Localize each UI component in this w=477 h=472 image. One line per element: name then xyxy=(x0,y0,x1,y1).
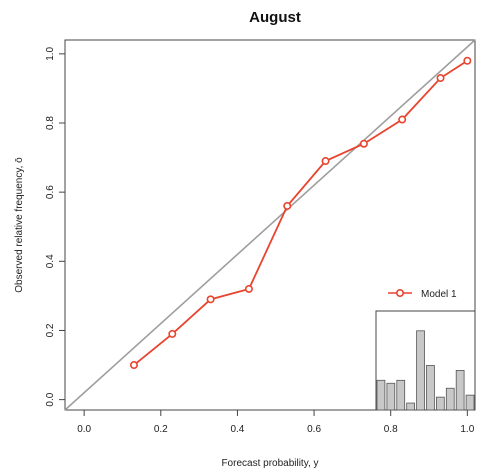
legend-label-model-1: Model 1 xyxy=(421,289,457,300)
y-tick-label: 0.2 xyxy=(45,323,56,337)
x-axis-label: Forecast probability, y xyxy=(221,458,318,469)
x-tick-label: 0.4 xyxy=(230,424,244,435)
reference-diagonal-line xyxy=(64,39,476,411)
x-tick-label: 1.0 xyxy=(460,424,474,435)
inset-histogram-bar xyxy=(465,394,475,411)
y-tick-label: 0.8 xyxy=(45,116,56,130)
x-axis: 0.0 0.2 0.4 0.6 0.8 1.0 xyxy=(77,410,475,435)
inset-histogram-bar xyxy=(435,396,445,411)
y-tick-label: 1.0 xyxy=(45,46,56,60)
y-axis: 0.0 0.2 0.4 0.6 0.8 1.0 xyxy=(45,46,65,407)
inset-histogram-bar xyxy=(426,365,435,411)
inset-histogram-bar xyxy=(376,379,386,411)
x-tick-label: 0.8 xyxy=(384,424,398,435)
data-point xyxy=(436,74,445,83)
inset-histogram xyxy=(375,310,476,411)
data-point xyxy=(206,295,215,304)
x-tick-label: 0.0 xyxy=(77,424,91,435)
inset-histogram-bar xyxy=(406,402,416,411)
data-point xyxy=(244,284,253,293)
series-layer xyxy=(129,56,472,370)
data-point xyxy=(129,361,138,370)
legend-marker-model-1 xyxy=(395,288,404,297)
chart-title: August xyxy=(249,9,301,26)
x-tick-label: 0.6 xyxy=(307,424,321,435)
y-tick-label: 0.4 xyxy=(45,254,56,268)
data-point xyxy=(283,201,292,210)
inset-histogram-bar xyxy=(455,369,465,411)
inset-histogram-bar xyxy=(445,387,455,411)
data-point xyxy=(359,139,368,148)
data-point xyxy=(463,56,472,65)
y-axis-label: Observed relative frequency, ō xyxy=(14,157,25,293)
y-tick-label: 0.6 xyxy=(45,185,56,199)
inset-histogram-bar xyxy=(396,379,406,411)
inset-histogram-bar xyxy=(416,330,425,411)
inset-histogram-bar xyxy=(386,382,396,411)
data-point xyxy=(321,157,330,166)
plot-area-frame xyxy=(64,39,476,411)
x-tick-label: 0.2 xyxy=(154,424,168,435)
data-point xyxy=(398,115,407,124)
data-point xyxy=(168,329,177,338)
legend: Model 1 xyxy=(388,288,457,300)
series-line-model-1 xyxy=(133,59,468,366)
y-tick-label: 0.0 xyxy=(45,392,56,406)
